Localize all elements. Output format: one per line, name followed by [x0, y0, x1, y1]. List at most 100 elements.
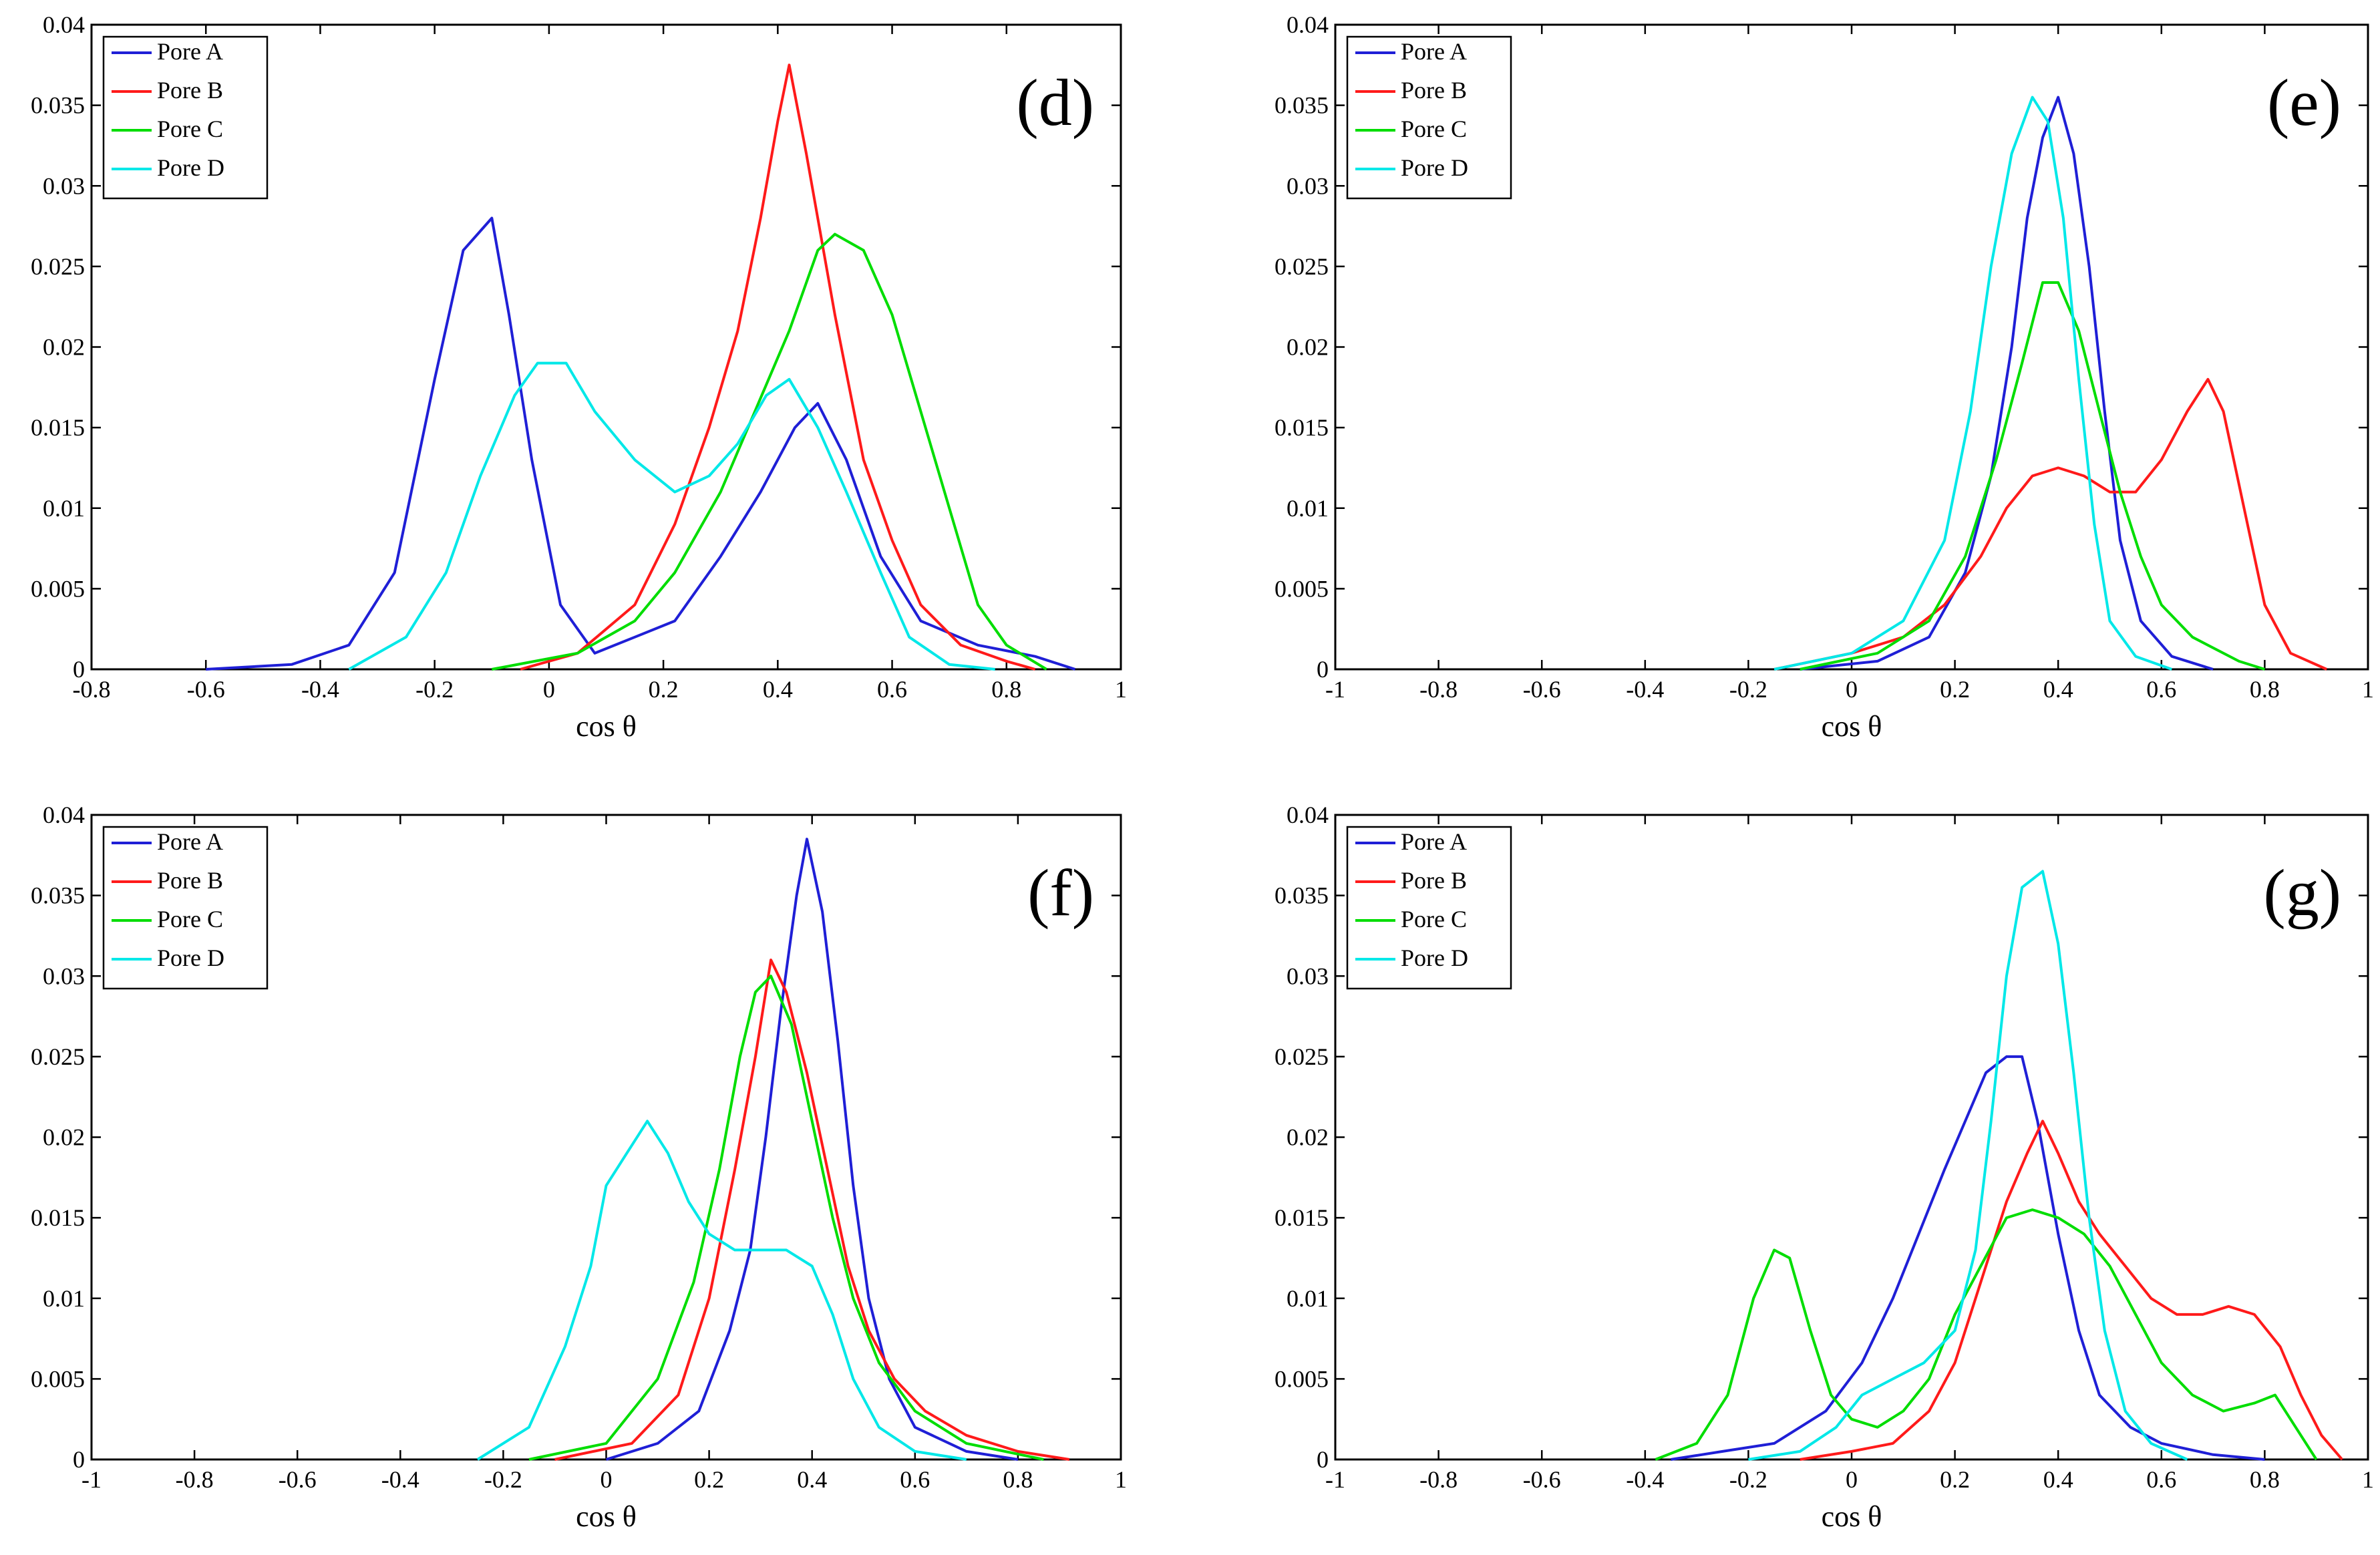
y-tick-label-d-5: 0.025 [31, 253, 85, 280]
y-tick-label-g-4: 0.02 [1287, 1124, 1329, 1151]
x-tick-label-f-10: 1 [1115, 1466, 1127, 1493]
x-tick-label-g-6: 0.2 [1940, 1466, 1970, 1493]
x-tick-label-d-1: -0.6 [187, 676, 225, 703]
legend-label-e-2: Pore C [1401, 116, 1467, 142]
x-tick-label-g-1: -0.8 [1419, 1466, 1458, 1493]
panel-g: -1 -0.8 -0.6 -0.4 -0.2 0 0.2 0.4 0.6 0.8 1 0 0.005 0.… [1274, 802, 2374, 1533]
x-tick-label-f-3: -0.4 [381, 1466, 419, 1493]
y-tick-label-e-0: 0 [1317, 656, 1329, 683]
y-tick-label-g-7: 0.035 [1274, 882, 1329, 909]
y-tick-label-d-3: 0.015 [31, 414, 85, 441]
x-tick-label-d-7: 0.6 [877, 676, 907, 703]
legend-label-d-3: Pore D [157, 154, 224, 181]
x-tick-label-d-0: -0.8 [73, 676, 111, 703]
x-tick-label-d-5: 0.2 [649, 676, 679, 703]
x-tick-label-d-3: -0.2 [415, 676, 454, 703]
legend-g: Pore A Pore B Pore C Pore D [1346, 826, 1512, 990]
x-tick-label-e-10: 1 [2362, 676, 2374, 703]
x-tick-label-e-2: -0.6 [1523, 676, 1561, 703]
y-tick-label-f-6: 0.03 [43, 963, 85, 989]
x-tick-label-d-4: 0 [543, 676, 555, 703]
legend-label-g-3: Pore D [1401, 944, 1468, 971]
x-tick-label-g-10: 1 [2362, 1466, 2374, 1493]
x-tick-label-e-8: 0.6 [2146, 676, 2176, 703]
y-tick-label-e-6: 0.03 [1287, 172, 1329, 199]
y-tick-label-e-7: 0.035 [1274, 92, 1329, 119]
y-tick-label-d-7: 0.035 [31, 92, 85, 119]
series-line-e-pore-b [1773, 377, 2328, 671]
x-tick-label-f-4: -0.2 [484, 1466, 522, 1493]
y-tick-label-d-2: 0.01 [43, 495, 85, 522]
legend-label-f-3: Pore D [157, 944, 224, 971]
series-line-d-pore-b [520, 63, 1036, 671]
y-tick-label-e-8: 0.04 [1287, 11, 1329, 38]
x-tick-label-g-7: 0.4 [2043, 1466, 2073, 1493]
y-tick-label-f-0: 0 [73, 1446, 85, 1473]
y-tick-label-e-1: 0.005 [1274, 575, 1329, 602]
y-tick-label-f-1: 0.005 [31, 1365, 85, 1392]
x-axis-label-e: cos θ [1822, 710, 1882, 743]
legend-f: Pore A Pore B Pore C Pore D [102, 826, 269, 990]
series-line-e-pore-d [1773, 96, 2172, 671]
x-tick-label-d-6: 0.4 [763, 676, 793, 703]
x-tick-label-f-7: 0.4 [797, 1466, 827, 1493]
x-tick-label-e-6: 0.2 [1940, 676, 1970, 703]
legend-label-d-2: Pore C [157, 116, 223, 142]
legend-label-d-0: Pore A [157, 38, 223, 65]
series-line-g-pore-c [1655, 1208, 2318, 1461]
x-tick-label-f-6: 0.2 [694, 1466, 724, 1493]
y-tick-label-d-0: 0 [73, 656, 85, 683]
y-tick-label-d-6: 0.03 [43, 172, 85, 199]
legend-d: Pore A Pore B Pore C Pore D [102, 35, 269, 200]
y-tick-label-d-1: 0.005 [31, 575, 85, 602]
legend-e: Pore A Pore B Pore C Pore D [1346, 35, 1512, 200]
y-tick-label-e-2: 0.01 [1287, 495, 1329, 522]
y-tick-label-g-3: 0.015 [1274, 1204, 1329, 1231]
series-line-f-pore-c [528, 975, 1044, 1461]
y-tick-label-g-5: 0.025 [1274, 1043, 1329, 1070]
x-tick-label-f-0: -1 [81, 1466, 102, 1493]
y-tick-label-g-0: 0 [1317, 1446, 1329, 1473]
panel-label-g: (g) [2263, 856, 2341, 930]
legend-box-d [102, 35, 269, 200]
series-line-f-pore-b [554, 959, 1070, 1461]
x-tick-label-e-1: -0.8 [1419, 676, 1458, 703]
legend-label-e-0: Pore A [1401, 38, 1467, 65]
x-tick-label-e-9: 0.8 [2250, 676, 2280, 703]
series-line-e-pore-a [1800, 96, 2214, 671]
x-tick-label-g-8: 0.6 [2146, 1466, 2176, 1493]
y-tick-label-g-2: 0.01 [1287, 1285, 1329, 1312]
panel-label-f: (f) [1027, 856, 1094, 930]
legend-box-g [1346, 826, 1512, 990]
series-line-g-pore-a [1671, 1055, 2265, 1461]
x-axis-label-g: cos θ [1822, 1500, 1882, 1533]
y-tick-label-f-7: 0.035 [31, 882, 85, 909]
x-axis-label-f: cos θ [576, 1500, 637, 1533]
legend-box-f [102, 826, 269, 990]
series-line-e-pore-c [1800, 281, 2265, 671]
x-tick-label-f-1: -0.8 [176, 1466, 214, 1493]
x-tick-label-f-2: -0.6 [279, 1466, 317, 1493]
x-tick-label-f-9: 0.8 [1003, 1466, 1033, 1493]
legend-label-e-3: Pore D [1401, 154, 1468, 181]
x-tick-label-d-9: 1 [1115, 676, 1127, 703]
panel-f: -1 -0.8 -0.6 -0.4 -0.2 0 0.2 0.4 0.6 0.8 1 0 0.005 0.… [31, 802, 1127, 1533]
y-tick-label-g-8: 0.04 [1287, 802, 1329, 828]
y-tick-label-e-3: 0.015 [1274, 414, 1329, 441]
y-tick-label-f-5: 0.025 [31, 1043, 85, 1070]
x-tick-label-e-7: 0.4 [2043, 676, 2073, 703]
legend-label-f-1: Pore B [157, 867, 223, 894]
y-tick-label-e-5: 0.025 [1274, 253, 1329, 280]
series-line-g-pore-d [1748, 870, 2188, 1461]
x-tick-label-e-3: -0.4 [1626, 676, 1664, 703]
panel-label-d: (d) [1016, 65, 1094, 140]
x-tick-label-d-8: 0.8 [991, 676, 1021, 703]
legend-label-f-0: Pore A [157, 828, 223, 855]
series-line-d-pore-c [491, 232, 1047, 671]
x-tick-label-e-5: 0 [1846, 676, 1858, 703]
y-tick-label-f-3: 0.015 [31, 1204, 85, 1231]
y-tick-label-d-8: 0.04 [43, 11, 85, 38]
y-tick-label-f-2: 0.01 [43, 1285, 85, 1312]
x-axis-label-d: cos θ [576, 710, 637, 743]
series-line-d-pore-a [206, 216, 1076, 671]
